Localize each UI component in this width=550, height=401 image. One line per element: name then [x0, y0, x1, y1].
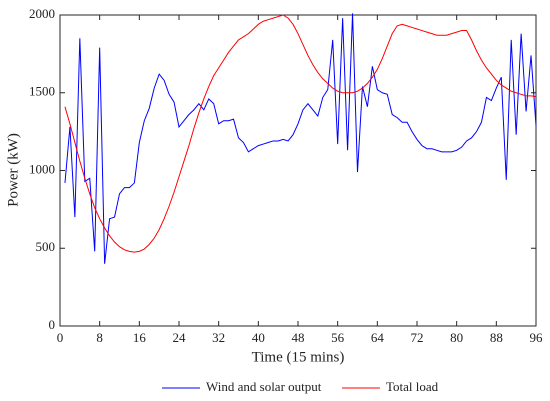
- x-tick-label: 72: [411, 330, 424, 345]
- x-tick-label: 0: [57, 330, 64, 345]
- x-tick-label: 32: [212, 330, 225, 345]
- x-tick-label: 80: [450, 330, 463, 345]
- x-tick-label: 40: [252, 330, 265, 345]
- data-line: [64, 13, 537, 264]
- x-tick-label: 48: [292, 330, 305, 345]
- axes-frame: [59, 14, 537, 327]
- y-tick-label: 1500: [29, 84, 55, 99]
- y-tick-label: 2000: [29, 6, 55, 21]
- y-tick-label: 0: [49, 317, 56, 332]
- y-axis-title: Power (kW): [5, 133, 21, 207]
- x-tick-label: 64: [371, 330, 385, 345]
- legend-label: Total load: [386, 379, 439, 394]
- y-tick-label: 500: [36, 239, 56, 254]
- x-tick-label: 16: [133, 330, 147, 345]
- data-line: [64, 14, 537, 253]
- x-tick-label: 96: [530, 330, 544, 345]
- y-tick-label: 1000: [29, 161, 55, 176]
- x-axis-title: Time (15 mins): [252, 349, 345, 365]
- x-tick-label: 56: [331, 330, 345, 345]
- legend-label: Wind and solar output: [206, 379, 322, 394]
- x-tick-label: 24: [173, 330, 187, 345]
- x-tick-label: 88: [490, 330, 503, 345]
- x-tick-label: 8: [96, 330, 103, 345]
